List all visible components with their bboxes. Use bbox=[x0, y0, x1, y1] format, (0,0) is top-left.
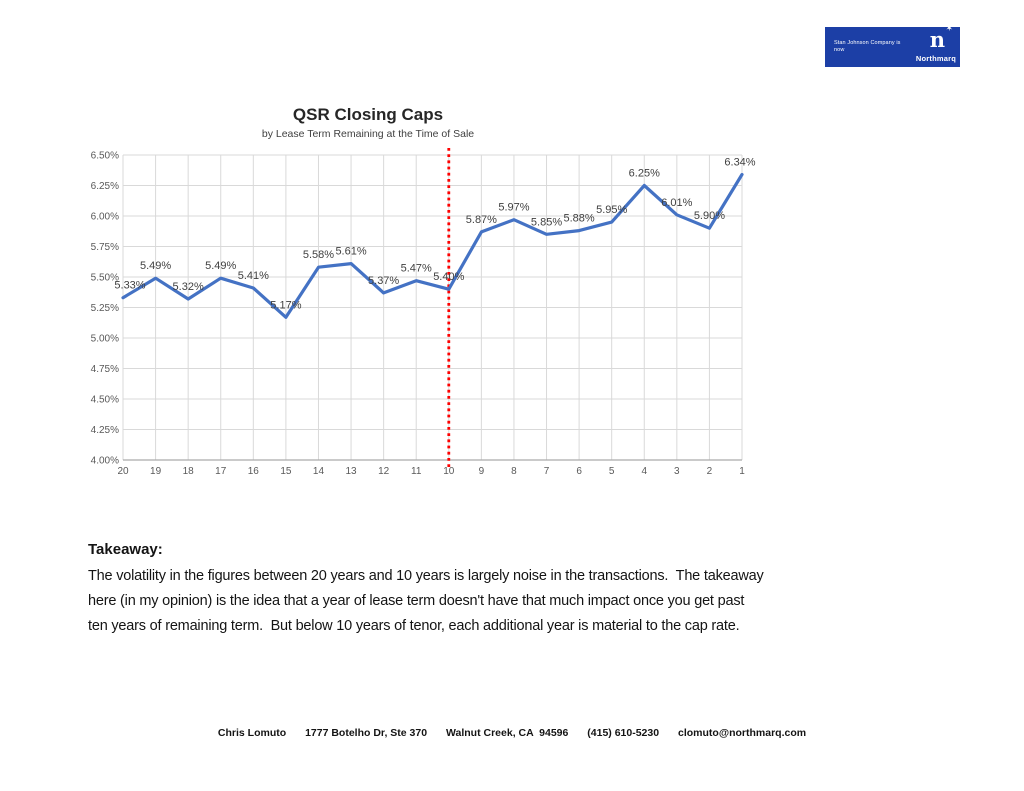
logo-brand-name: Northmarq bbox=[915, 54, 956, 63]
takeaway-heading: Takeaway: bbox=[88, 541, 163, 558]
svg-text:6.34%: 6.34% bbox=[724, 157, 755, 169]
svg-text:16: 16 bbox=[248, 466, 260, 477]
footer-city: Walnut Creek, CA 94596 bbox=[445, 727, 569, 739]
footer-contact: Chris Lomuto 1777 Botelho Dr, Ste 370 Wa… bbox=[0, 727, 1024, 739]
svg-text:5.00%: 5.00% bbox=[91, 334, 119, 345]
logo-tagline: Stan Johnson Company is now bbox=[834, 39, 901, 53]
sparkle-icon: ✶ bbox=[945, 24, 953, 34]
takeaway-line: ten years of remaining term. But below 1… bbox=[88, 618, 740, 634]
svg-text:8: 8 bbox=[511, 466, 517, 477]
svg-text:4: 4 bbox=[641, 466, 647, 477]
svg-text:5.75%: 5.75% bbox=[91, 242, 119, 253]
chart-title: QSR Closing Caps bbox=[292, 105, 444, 124]
svg-text:6.50%: 6.50% bbox=[91, 151, 119, 162]
svg-text:5.87%: 5.87% bbox=[466, 214, 497, 226]
gridlines bbox=[122, 154, 743, 461]
svg-text:19: 19 bbox=[150, 466, 162, 477]
svg-text:2: 2 bbox=[707, 466, 713, 477]
svg-text:5.97%: 5.97% bbox=[498, 202, 529, 214]
svg-text:5.40%: 5.40% bbox=[433, 271, 464, 283]
monogram-letter: n bbox=[929, 27, 945, 52]
svg-text:4.25%: 4.25% bbox=[91, 425, 119, 436]
footer-name: Chris Lomuto bbox=[217, 727, 287, 739]
svg-text:5.88%: 5.88% bbox=[564, 213, 595, 225]
footer-email: clomuto@northmarq.com bbox=[678, 727, 807, 739]
svg-text:4.75%: 4.75% bbox=[91, 364, 119, 375]
chart-subtitle: by Lease Term Remaining at the Time of S… bbox=[261, 128, 475, 140]
qsr-closing-caps-chart: 4.00% 4.25% 4.50% 4.75% 5.00% 5.25% 5.50% 5.75%… bbox=[91, 148, 756, 477]
data-labels: 5.33%5.49%5.32%5.49%5.41%5.17%5.58% 5.61%… bbox=[114, 157, 755, 312]
svg-text:5.50%: 5.50% bbox=[91, 273, 119, 284]
svg-text:5.25%: 5.25% bbox=[91, 303, 119, 314]
northmarq-monogram-icon: n ✶ bbox=[929, 25, 953, 52]
svg-text:5.49%: 5.49% bbox=[205, 260, 236, 272]
svg-text:5.58%: 5.58% bbox=[303, 249, 334, 261]
svg-text:5.90%: 5.90% bbox=[694, 210, 725, 222]
svg-text:5.61%: 5.61% bbox=[335, 246, 366, 258]
takeaway-section: Takeaway: The volatility in the figures … bbox=[88, 541, 764, 639]
svg-text:5.95%: 5.95% bbox=[596, 204, 627, 216]
svg-text:6.00%: 6.00% bbox=[91, 212, 119, 223]
svg-text:18: 18 bbox=[183, 466, 195, 477]
svg-text:5.49%: 5.49% bbox=[140, 260, 171, 272]
logo-brand-block: n ✶ Northmarq bbox=[901, 25, 960, 67]
svg-text:5.37%: 5.37% bbox=[368, 275, 399, 287]
svg-text:3: 3 bbox=[674, 466, 680, 477]
svg-text:5.41%: 5.41% bbox=[238, 270, 269, 282]
svg-text:20: 20 bbox=[117, 466, 129, 477]
svg-text:9: 9 bbox=[479, 466, 485, 477]
svg-text:17: 17 bbox=[215, 466, 227, 477]
svg-text:6.25%: 6.25% bbox=[629, 168, 660, 180]
footer-phone: (415) 610-5230 bbox=[587, 727, 660, 739]
svg-text:4.00%: 4.00% bbox=[91, 456, 119, 467]
svg-text:14: 14 bbox=[313, 466, 325, 477]
svg-text:5.47%: 5.47% bbox=[401, 263, 432, 275]
x-axis-labels: 20 19 18 17 16 15 14 13 12 11 10 9 8 7 6 5 4 3 2 1 bbox=[117, 466, 745, 477]
svg-text:5: 5 bbox=[609, 466, 615, 477]
svg-text:7: 7 bbox=[544, 466, 550, 477]
svg-text:15: 15 bbox=[280, 466, 292, 477]
svg-text:1: 1 bbox=[739, 466, 745, 477]
svg-text:4.50%: 4.50% bbox=[91, 395, 119, 406]
svg-text:5.33%: 5.33% bbox=[114, 280, 145, 292]
svg-text:10: 10 bbox=[443, 466, 455, 477]
northmarq-logo: Stan Johnson Company is now n ✶ Northmar… bbox=[825, 25, 960, 67]
svg-text:5.32%: 5.32% bbox=[173, 281, 204, 293]
svg-text:12: 12 bbox=[378, 466, 390, 477]
svg-text:11: 11 bbox=[411, 466, 422, 477]
svg-text:13: 13 bbox=[345, 466, 357, 477]
svg-text:5.85%: 5.85% bbox=[531, 216, 562, 228]
svg-text:5.17%: 5.17% bbox=[270, 299, 301, 311]
footer-address: 1777 Botelho Dr, Ste 370 bbox=[305, 727, 428, 739]
y-axis-labels: 4.00% 4.25% 4.50% 4.75% 5.00% 5.25% 5.50% 5.75%… bbox=[91, 151, 119, 467]
takeaway-line: The volatility in the figures between 20… bbox=[88, 568, 764, 584]
svg-text:6: 6 bbox=[576, 466, 582, 477]
series-line bbox=[121, 172, 744, 319]
svg-text:6.25%: 6.25% bbox=[91, 181, 119, 192]
takeaway-line: here (in my opinion) is the idea that a … bbox=[88, 593, 745, 609]
svg-text:6.01%: 6.01% bbox=[661, 197, 692, 209]
